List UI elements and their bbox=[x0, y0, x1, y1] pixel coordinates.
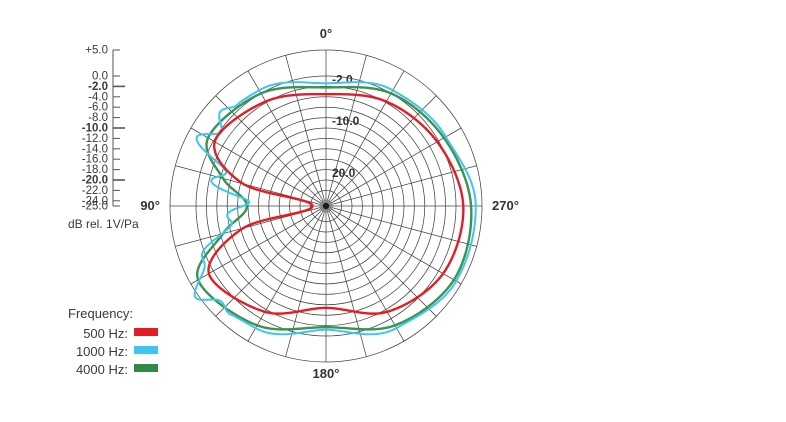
svg-text:90°: 90° bbox=[140, 198, 160, 213]
svg-text:+5.0: +5.0 bbox=[85, 45, 108, 57]
svg-text:180°: 180° bbox=[313, 366, 340, 381]
svg-text:4000 Hz:: 4000 Hz: bbox=[76, 362, 128, 377]
svg-text:270°: 270° bbox=[492, 198, 519, 213]
svg-text:-10.0: -10.0 bbox=[332, 114, 360, 128]
svg-text:Frequency:: Frequency: bbox=[68, 306, 133, 321]
svg-text:-2.0: -2.0 bbox=[332, 72, 353, 86]
svg-text:dB rel. 1V/Pa: dB rel. 1V/Pa bbox=[68, 217, 139, 231]
svg-text:1000 Hz:: 1000 Hz: bbox=[76, 344, 128, 359]
svg-text:-25.0: -25.0 bbox=[82, 201, 108, 213]
svg-text:0°: 0° bbox=[320, 26, 332, 41]
svg-text:500 Hz:: 500 Hz: bbox=[83, 326, 128, 341]
svg-text:20.0: 20.0 bbox=[332, 166, 356, 180]
